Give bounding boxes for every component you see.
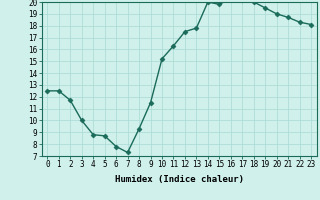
- X-axis label: Humidex (Indice chaleur): Humidex (Indice chaleur): [115, 175, 244, 184]
